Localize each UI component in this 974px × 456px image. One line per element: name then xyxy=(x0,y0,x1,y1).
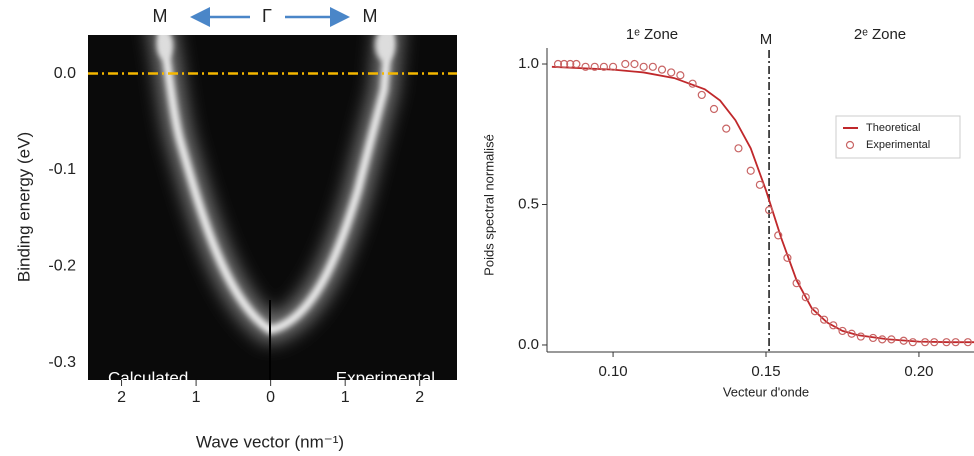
x-tick-label: 0.10 xyxy=(598,363,627,380)
data-point xyxy=(697,90,706,100)
data-point xyxy=(553,59,563,69)
x-axis-title: Wave vector (nm⁻¹) xyxy=(196,432,344,451)
data-point xyxy=(930,338,939,347)
data-point xyxy=(722,124,731,133)
y-tick-label: -0.1 xyxy=(48,161,76,178)
x-tick-label: 2 xyxy=(117,389,126,406)
panel-label: Experimental xyxy=(336,368,435,387)
data-point xyxy=(887,335,896,344)
y-tick-label: -0.2 xyxy=(48,258,76,275)
data-point xyxy=(560,59,569,69)
x-axis-title: Vecteur d'onde xyxy=(723,384,809,399)
annotation: M xyxy=(760,31,773,48)
data-point xyxy=(942,338,951,347)
legend-swatch xyxy=(845,140,855,150)
data-point xyxy=(899,336,908,345)
y-axis-title: Poids spectral normalisé xyxy=(481,134,496,276)
data-point xyxy=(920,338,930,347)
data-point xyxy=(868,333,878,343)
data-point xyxy=(764,206,774,215)
x-tick-label: 0.20 xyxy=(904,363,933,380)
data-point xyxy=(801,293,810,302)
data-point xyxy=(639,62,648,71)
panel-label: Calculated xyxy=(108,368,188,387)
data-point xyxy=(657,65,667,74)
data-point xyxy=(734,144,743,153)
legend xyxy=(835,115,961,159)
data-point xyxy=(755,180,764,189)
y-tick-label: -0.3 xyxy=(48,354,76,371)
data-point xyxy=(572,59,581,69)
top-label: M xyxy=(363,6,378,26)
y-tick-label: 1.0 xyxy=(518,55,539,72)
y-axis-title: Binding energy (eV) xyxy=(14,132,33,282)
legend-label: Theoretical xyxy=(866,122,920,134)
x-tick-label: 0.15 xyxy=(751,363,780,380)
data-point xyxy=(621,59,630,69)
data-point xyxy=(648,62,657,71)
data-point xyxy=(951,338,960,347)
data-point xyxy=(908,338,917,347)
x-tick-label: 1 xyxy=(341,389,350,406)
data-point xyxy=(581,62,590,71)
data-point xyxy=(838,326,847,336)
data-point xyxy=(829,321,838,330)
data-point xyxy=(667,68,676,77)
data-point xyxy=(810,307,820,316)
data-point xyxy=(847,329,856,338)
data-point xyxy=(599,62,608,71)
data-point xyxy=(856,332,865,341)
data-point xyxy=(746,166,755,175)
data-point xyxy=(820,315,829,324)
annotation: 1ᵉ Zone xyxy=(626,26,678,43)
data-point xyxy=(566,59,575,69)
data-point xyxy=(878,335,887,344)
y-tick-label: 0.0 xyxy=(518,336,539,353)
annotation: 2ᵉ Zone xyxy=(854,26,906,43)
data-point xyxy=(774,231,783,240)
data-point xyxy=(630,59,639,69)
data-point xyxy=(688,79,697,88)
x-tick-label: 0 xyxy=(266,389,275,406)
spectrum-image xyxy=(88,35,457,380)
y-tick-label: 0.0 xyxy=(54,65,76,82)
data-point xyxy=(709,104,719,114)
theory-line xyxy=(551,65,974,344)
top-label: M xyxy=(153,6,168,26)
y-tick-label: 0.5 xyxy=(518,195,539,212)
x-tick-label: 2 xyxy=(415,389,424,406)
data-point xyxy=(792,279,801,288)
legend-label: Experimental xyxy=(866,139,930,151)
top-label: Γ xyxy=(262,6,272,26)
data-point xyxy=(783,253,792,262)
data-point xyxy=(676,71,685,80)
x-tick-label: 1 xyxy=(192,389,201,406)
data-point xyxy=(590,62,599,71)
data-point xyxy=(608,62,618,71)
data-point xyxy=(963,338,972,347)
